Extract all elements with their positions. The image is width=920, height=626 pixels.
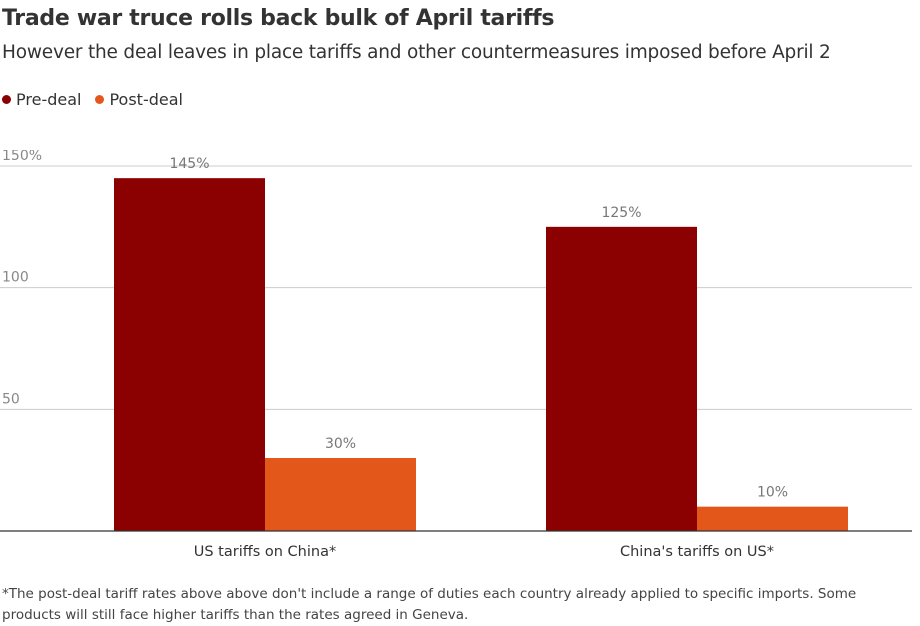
legend-swatch-post-deal	[95, 95, 105, 104]
legend-label-pre-deal: Pre-deal	[16, 90, 82, 109]
bar-pre-deal-0	[114, 178, 265, 531]
chart-title: Trade war truce rolls back bulk of April…	[2, 6, 555, 31]
footnote: *The post-deal tariff rates above above …	[2, 586, 857, 623]
y-tick-label: 50	[2, 391, 20, 407]
legend-swatch-pre-deal	[2, 95, 11, 104]
data-label: 30%	[325, 436, 356, 452]
data-label: 10%	[757, 485, 788, 501]
y-tick-label: 150%	[2, 150, 42, 164]
legend-item-post-deal: Post-deal	[95, 90, 183, 109]
y-tick-label: 100	[2, 270, 29, 286]
bar-chart: 150% 100 50 145% 30% US tariffs on China* 125%…	[0, 150, 912, 560]
data-label: 145%	[169, 156, 209, 172]
x-category-label: China's tariffs on US*	[620, 544, 774, 560]
chart-subtitle: However the deal leaves in place tariffs…	[2, 42, 831, 63]
legend: Pre-deal Post-deal	[2, 90, 183, 109]
bar-pre-deal-1	[546, 226, 697, 531]
bar-post-deal-1	[697, 506, 848, 531]
legend-label-post-deal: Post-deal	[109, 90, 183, 109]
legend-item-pre-deal: Pre-deal	[2, 90, 81, 109]
bar-post-deal-0	[265, 458, 416, 531]
data-label: 125%	[601, 205, 641, 221]
x-category-label: US tariffs on China*	[194, 544, 336, 560]
